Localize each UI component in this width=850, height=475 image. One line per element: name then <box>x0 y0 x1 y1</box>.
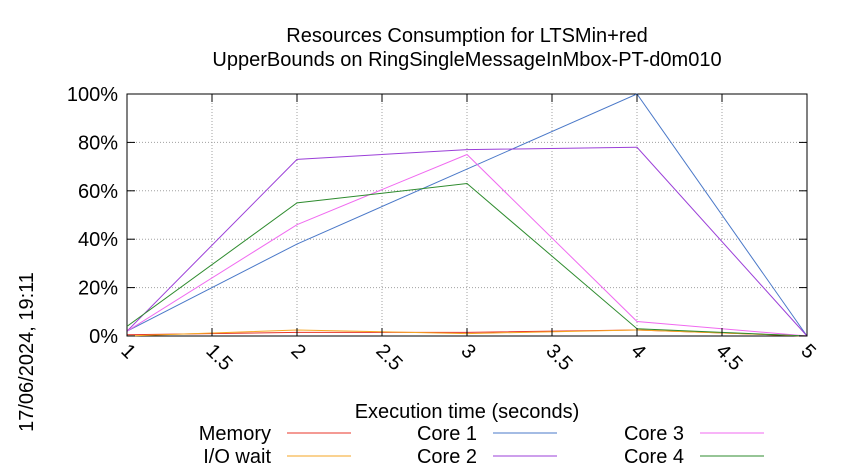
legend-label-core-1: Core 1 <box>417 423 477 445</box>
series-line-core-3 <box>126 153 808 337</box>
x-axis-label: Execution time (seconds) <box>355 401 580 423</box>
legend-label-core-3: Core 3 <box>624 423 684 445</box>
x-tick-label: 2 <box>286 340 309 363</box>
series-line-core-2 <box>126 146 808 337</box>
x-tick-label: 2.5 <box>371 340 406 375</box>
y-axis-ticks: 0% 20% 40% 60% 80% 100% <box>67 84 807 348</box>
grid <box>127 94 807 336</box>
y-tick-label: 80% <box>78 132 118 154</box>
x-tick-label: 3 <box>456 340 479 363</box>
y-tick-label: 20% <box>78 278 118 300</box>
legend-label-i-o-wait: I/O wait <box>203 446 271 468</box>
timestamp-label: 17/06/2024, 19:11 <box>16 272 38 432</box>
x-tick-label: 4.5 <box>711 340 746 375</box>
legend-label-core-4: Core 4 <box>624 446 684 468</box>
chart-title: Resources Consumption for LTSMin+red <box>286 25 647 47</box>
y-tick-label: 0% <box>89 326 118 348</box>
x-tick-label: 4 <box>626 340 649 363</box>
legend-label-memory: Memory <box>199 423 271 445</box>
x-tick-label: 1.5 <box>201 340 236 375</box>
x-tick-label: 3.5 <box>541 340 576 375</box>
series-line-core-4 <box>126 183 808 337</box>
y-tick-label: 60% <box>78 181 118 203</box>
chart-subtitle: UpperBounds on RingSingleMessageInMbox-P… <box>212 49 721 71</box>
legend-label-core-2: Core 2 <box>417 446 477 468</box>
y-tick-label: 100% <box>67 84 118 106</box>
x-tick-label: 1 <box>116 340 139 363</box>
x-tick-label: 5 <box>796 340 819 363</box>
y-tick-label: 40% <box>78 229 118 251</box>
series-line-core-1 <box>126 93 808 337</box>
